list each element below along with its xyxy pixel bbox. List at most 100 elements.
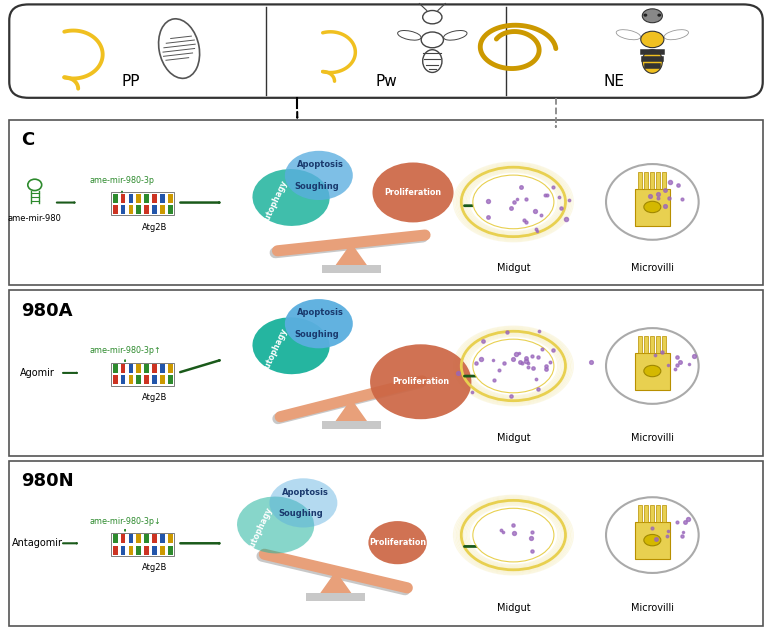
FancyArrowPatch shape <box>262 556 405 590</box>
Bar <box>111 533 174 556</box>
Ellipse shape <box>368 521 427 564</box>
Bar <box>168 364 173 373</box>
Bar <box>322 265 381 273</box>
Text: Proliferation: Proliferation <box>384 188 442 197</box>
Text: Microvilli: Microvilli <box>631 433 674 443</box>
Text: Proliferation: Proliferation <box>369 538 426 547</box>
Text: Microvilli: Microvilli <box>631 262 674 273</box>
Bar <box>144 534 149 543</box>
Bar <box>137 205 141 214</box>
Ellipse shape <box>252 169 330 226</box>
Text: C: C <box>22 131 35 150</box>
Bar <box>662 505 665 522</box>
Bar <box>635 522 670 559</box>
Ellipse shape <box>642 50 662 73</box>
Bar <box>168 194 173 203</box>
Circle shape <box>606 164 699 240</box>
Bar <box>120 205 125 214</box>
Ellipse shape <box>158 19 200 78</box>
Bar <box>113 205 117 214</box>
Ellipse shape <box>423 11 442 24</box>
Bar <box>168 546 173 555</box>
Bar <box>152 534 157 543</box>
Text: ame-mir-980-3p: ame-mir-980-3p <box>90 176 154 185</box>
Bar <box>638 336 642 353</box>
Ellipse shape <box>642 9 662 23</box>
Ellipse shape <box>370 345 472 419</box>
Text: Soughing: Soughing <box>294 182 339 191</box>
Bar <box>662 336 665 353</box>
Bar <box>306 593 365 601</box>
FancyArrowPatch shape <box>277 235 425 251</box>
Ellipse shape <box>422 32 443 48</box>
Bar <box>656 172 660 189</box>
Bar <box>120 546 125 555</box>
Bar <box>120 534 125 543</box>
Bar <box>161 194 165 203</box>
Bar <box>168 534 173 543</box>
Bar <box>161 375 165 384</box>
Bar <box>128 546 134 555</box>
Bar <box>161 364 165 373</box>
Bar <box>137 375 141 384</box>
Bar <box>128 364 134 373</box>
Text: Autophagy: Autophagy <box>261 327 290 375</box>
Bar <box>111 192 174 215</box>
Circle shape <box>606 328 699 404</box>
Bar <box>111 363 174 386</box>
Bar <box>113 534 117 543</box>
Text: Midgut: Midgut <box>496 262 530 273</box>
Bar <box>120 375 125 384</box>
Bar <box>137 364 141 373</box>
Ellipse shape <box>373 162 454 223</box>
Text: Agomir: Agomir <box>19 368 55 378</box>
Bar <box>662 172 665 189</box>
Text: Soughing: Soughing <box>294 330 339 339</box>
Bar <box>635 353 670 390</box>
Polygon shape <box>334 399 368 423</box>
Text: Midgut: Midgut <box>496 433 530 443</box>
Ellipse shape <box>472 175 554 228</box>
Bar <box>168 205 173 214</box>
Text: Atg2B: Atg2B <box>142 563 167 572</box>
Text: Antagomir: Antagomir <box>12 538 63 548</box>
Text: NE: NE <box>603 74 625 89</box>
Text: Apoptosis: Apoptosis <box>282 488 328 497</box>
Text: Atg2B: Atg2B <box>142 223 167 232</box>
Bar <box>644 336 648 353</box>
FancyBboxPatch shape <box>9 4 763 98</box>
FancyArrowPatch shape <box>275 237 423 252</box>
Text: Atg2B: Atg2B <box>142 393 167 402</box>
Bar <box>144 364 149 373</box>
Bar <box>656 336 660 353</box>
Bar <box>9 120 763 285</box>
Polygon shape <box>334 243 368 267</box>
Bar <box>161 546 165 555</box>
Ellipse shape <box>269 478 337 528</box>
Bar <box>161 534 165 543</box>
Text: PP: PP <box>122 74 141 89</box>
Ellipse shape <box>644 365 661 377</box>
Ellipse shape <box>664 30 689 40</box>
Bar <box>152 375 157 384</box>
Text: ame-mir-980: ame-mir-980 <box>8 214 62 223</box>
Bar <box>120 364 125 373</box>
Bar <box>161 205 165 214</box>
Bar <box>128 194 134 203</box>
Text: Pw: Pw <box>375 74 397 89</box>
Ellipse shape <box>472 339 554 392</box>
Ellipse shape <box>398 30 421 40</box>
Text: Microvilli: Microvilli <box>631 603 674 613</box>
FancyArrowPatch shape <box>264 554 408 588</box>
Bar <box>120 194 125 203</box>
Bar <box>144 205 149 214</box>
Ellipse shape <box>237 497 314 553</box>
Bar <box>638 172 642 189</box>
Bar <box>152 194 157 203</box>
Bar <box>644 505 648 522</box>
Text: 980A: 980A <box>22 302 73 320</box>
Text: Autophagy: Autophagy <box>245 506 275 554</box>
Bar <box>644 172 648 189</box>
Text: Autophagy: Autophagy <box>261 179 290 227</box>
Bar <box>635 189 670 226</box>
